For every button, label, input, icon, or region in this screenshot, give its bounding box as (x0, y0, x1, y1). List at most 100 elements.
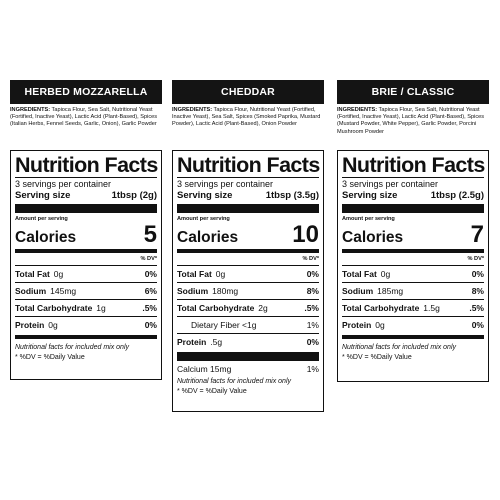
nutrient-label: Total Carbohydrate (15, 303, 93, 313)
servings-per-container: 3 servings per container (177, 179, 274, 189)
nutrient-dv: .5% (304, 303, 319, 313)
serving-size-label: Serving size (15, 190, 71, 201)
nutrient-dv: 0% (306, 337, 319, 347)
nutrient-amount: .5g (210, 337, 223, 347)
ingredients-list: Tapioca Flour, Sea Salt, Nutritional Yea… (337, 107, 485, 135)
nutrition-facts-title: Nutrition Facts (177, 153, 320, 177)
nutrient-row-protein: Protein .5g 0% (177, 333, 319, 350)
ingredients-label: INGREDIENTS: (172, 107, 213, 113)
nutrient-dv: 8% (471, 286, 484, 296)
nutrient-label: Protein (15, 320, 45, 330)
nutrient-row-sodium: Sodium 180mg 8% (177, 282, 319, 299)
nutrient-row-total-fat: Total Fat 0g 0% (15, 265, 157, 282)
divider (177, 177, 319, 178)
ingredients-list: Tapioca Flour, Sea Salt, Nutritional Yea… (10, 107, 158, 128)
nutrient-label: Total Fat (15, 269, 50, 279)
nutrient-row-dietary-fiber: Dietary Fiber <1g 1% (177, 316, 319, 333)
nutrient-label: Total Fat (177, 269, 212, 279)
label-column-cheddar: CHEDDAR INGREDIENTS: Tapioca Flour, Nutr… (172, 80, 324, 412)
calories-value: 5 (143, 221, 157, 248)
nutrient-dv: 0% (471, 269, 484, 279)
nutrient-label: Total Fat (342, 269, 377, 279)
ingredients-text: INGREDIENTS: Tapioca Flour, Sea Salt, Nu… (10, 107, 162, 149)
footnote: Nutritional facts for included mix only … (15, 343, 157, 362)
thick-divider (342, 204, 484, 213)
divider (342, 177, 484, 178)
nutrient-row-sodium: Sodium 185mg 8% (342, 282, 484, 299)
nutrient-label: Protein (342, 320, 372, 330)
mix-only-note: Nutritional facts for included mix only (177, 378, 291, 385)
nutrient-row-calcium: Calcium 15mg 1% (177, 361, 319, 377)
servings-per-container: 3 servings per container (342, 179, 439, 189)
ingredients-list: Tapioca Flour, Nutritional Yeast (Fortif… (172, 107, 321, 128)
nutrition-facts-title: Nutrition Facts (342, 153, 485, 177)
nutrient-label: Sodium (15, 286, 47, 296)
calories-row: Calories 5 (15, 223, 157, 247)
daily-value-header: % DV* (467, 256, 484, 262)
daily-value-note: * %DV = %Daily Value (342, 353, 412, 361)
nutrient-dv: .5% (142, 303, 157, 313)
nutrient-row-protein: Protein 0g 0% (342, 316, 484, 333)
serving-size-value: 1tbsp (2.5g) (430, 190, 484, 201)
nutrient-dv: 1% (306, 320, 319, 330)
nutrient-row-total-carbohydrate: Total Carbohydrate 1g .5% (15, 299, 157, 316)
nutrient-amount: 2g (258, 303, 268, 313)
footnote: Nutritional facts for included mix only … (177, 377, 319, 396)
nutrient-amount: 0g (215, 269, 226, 279)
nutrient-amount: 0g (375, 320, 385, 330)
nutrient-row-sodium: Sodium 145mg 6% (15, 282, 157, 299)
nutrient-amount: 185mg (377, 286, 404, 296)
nutrition-facts-panel: Nutrition Facts 3 servings per container… (172, 150, 324, 412)
nutrition-facts-panel: Nutrition Facts 3 servings per container… (337, 150, 489, 382)
label-column-herbed-mozzarella: HERBED MOZZARELLA INGREDIENTS: Tapioca F… (10, 80, 162, 380)
medium-divider (15, 335, 157, 339)
nutrient-amount: 1g (96, 303, 106, 313)
product-banner: BRIE / CLASSIC MOZZARELLA (337, 80, 489, 122)
mix-only-note: Nutritional facts for included mix only (342, 344, 456, 351)
divider (15, 177, 157, 178)
serving-size-row: Serving size 1tbsp (2g) (15, 190, 157, 202)
daily-value-header: % DV* (140, 256, 157, 262)
nutrient-dv: 0% (144, 320, 157, 330)
product-banner: CHEDDAR (172, 80, 324, 104)
nutrient-amount: 0g (53, 269, 64, 279)
nutrient-label: Total Carbohydrate (342, 303, 420, 313)
ingredients-label: INGREDIENTS: (337, 107, 378, 113)
calories-label: Calories (342, 229, 404, 246)
medium-divider (177, 249, 319, 253)
thick-divider (177, 204, 319, 213)
serving-size-label: Serving size (342, 190, 398, 201)
amount-per-serving: Amount per serving (342, 216, 395, 222)
nutrient-dv: 8% (306, 286, 319, 296)
serving-size-row: Serving size 1tbsp (3.5g) (177, 190, 319, 202)
nutrient-label: Dietary Fiber <1g (191, 320, 257, 330)
calories-row: Calories 7 (342, 223, 484, 247)
nutrient-amount: 0g (380, 269, 391, 279)
nutrient-label: Protein (177, 337, 207, 347)
footnote: Nutritional facts for included mix only … (342, 343, 484, 362)
ingredients-label: INGREDIENTS: (10, 107, 51, 113)
calories-label: Calories (177, 229, 239, 246)
serving-size-value: 1tbsp (3.5g) (265, 190, 319, 201)
amount-per-serving: Amount per serving (177, 216, 230, 222)
serving-size-label: Serving size (177, 190, 233, 201)
calories-value: 7 (470, 221, 484, 248)
nutrient-row-total-carbohydrate: Total Carbohydrate 1.5g .5% (342, 299, 484, 316)
nutrition-facts-panel: Nutrition Facts 3 servings per container… (10, 150, 162, 380)
thick-divider (15, 204, 157, 213)
product-banner: HERBED MOZZARELLA (10, 80, 162, 104)
ingredients-text: INGREDIENTS: Tapioca Flour, Nutritional … (172, 107, 324, 149)
ingredients-text: INGREDIENTS: Tapioca Flour, Sea Salt, Nu… (337, 107, 489, 149)
servings-per-container: 3 servings per container (15, 179, 112, 189)
calcium-label: Calcium 15mg (177, 364, 232, 374)
nutrient-dv: 0% (144, 269, 157, 279)
nutrient-label: Sodium (342, 286, 374, 296)
nutrition-facts-title: Nutrition Facts (15, 153, 158, 177)
calories-value: 10 (292, 221, 319, 248)
nutrient-dv: .5% (469, 303, 484, 313)
nutrient-dv: 0% (306, 269, 319, 279)
nutrient-dv: 0% (471, 320, 484, 330)
mix-only-note: Nutritional facts for included mix only (15, 344, 129, 351)
medium-divider (15, 249, 157, 253)
nutrient-amount: 1.5g (423, 303, 440, 313)
